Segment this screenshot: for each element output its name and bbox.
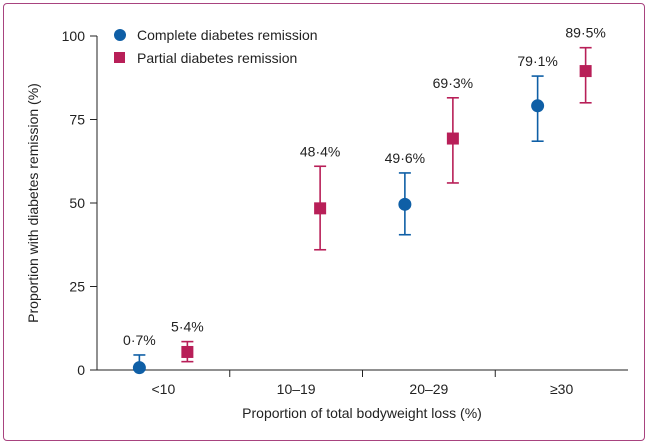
y-tick-label-50: 50 xyxy=(69,195,85,211)
legend-square-marker xyxy=(114,52,125,63)
x-tick-label-3: ≥30 xyxy=(550,381,573,397)
point-partial-1 xyxy=(314,202,327,215)
x-tick-label-1: 10–19 xyxy=(277,381,316,397)
data-label-partial-2: 69·3% xyxy=(433,75,473,91)
y-tick-label-0: 0 xyxy=(77,362,85,378)
x-tick-label-2: 20–29 xyxy=(409,381,448,397)
point-partial-3 xyxy=(579,65,592,78)
data-label-complete-3: 79·1% xyxy=(517,53,557,69)
y-tick-label-75: 75 xyxy=(69,112,85,128)
x-axis-title: Proportion of total bodyweight loss (%) xyxy=(242,405,482,421)
y-axis-title: Proportion with diabetes remission (%) xyxy=(25,83,41,323)
point-complete-2 xyxy=(398,197,412,211)
legend-label-partial: Partial diabetes remission xyxy=(137,50,297,66)
legend: Complete diabetes remission Partial diab… xyxy=(114,27,318,66)
data-label-partial-0: 5·4% xyxy=(171,319,204,335)
y-tick-label-100: 100 xyxy=(62,28,86,44)
y-tick-label-25: 25 xyxy=(69,279,85,295)
data-label-partial-3: 89·5% xyxy=(565,25,605,41)
data-label-partial-1: 48·4% xyxy=(300,143,340,159)
data-label-complete-0: 0·7% xyxy=(123,332,156,348)
x-tick-label-0: <10 xyxy=(152,381,176,397)
point-complete-0 xyxy=(132,361,146,375)
legend-circle-marker xyxy=(114,29,126,41)
legend-label-complete: Complete diabetes remission xyxy=(137,27,318,43)
point-complete-3 xyxy=(531,99,545,113)
point-partial-0 xyxy=(181,345,194,358)
data-label-complete-2: 49·6% xyxy=(385,150,425,166)
point-partial-2 xyxy=(446,132,459,145)
